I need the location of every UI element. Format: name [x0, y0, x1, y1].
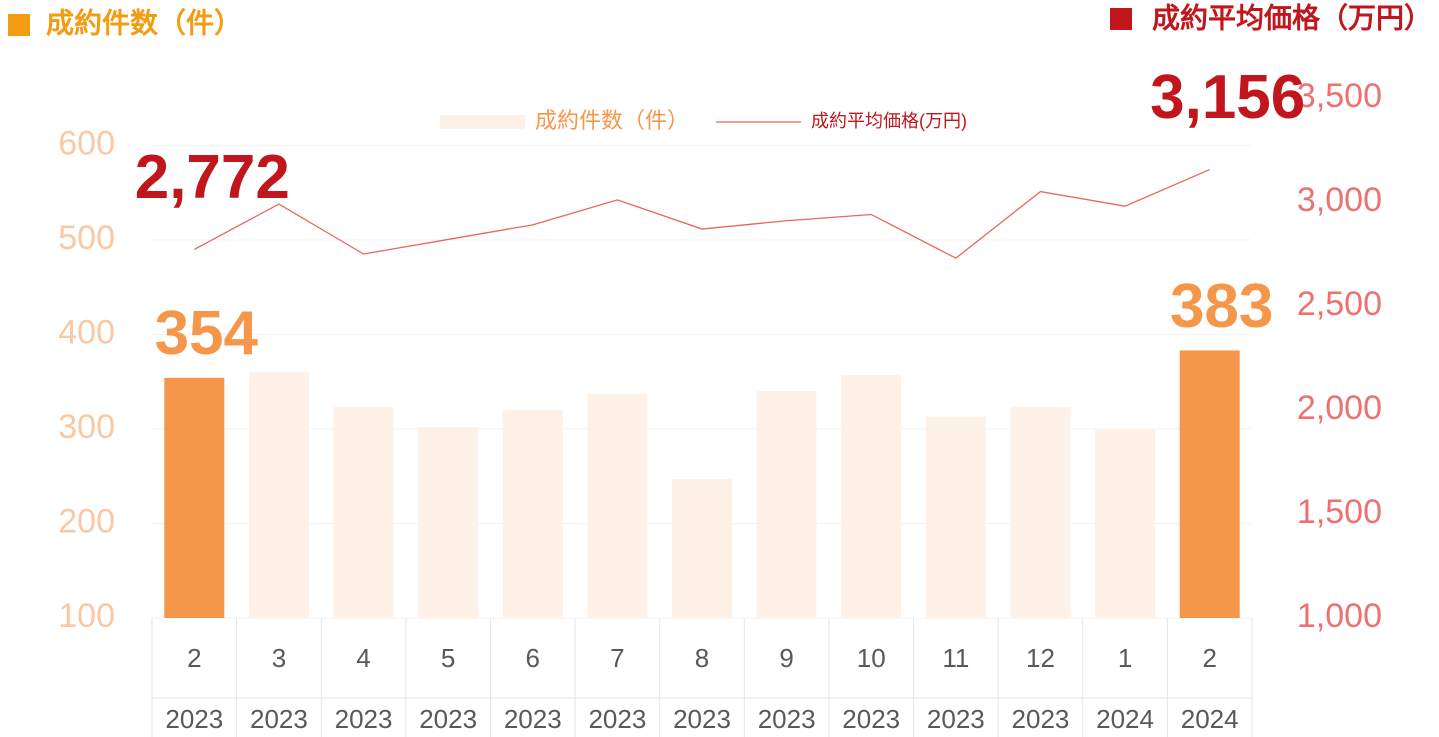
- legend-label: 成約件数（件）: [535, 108, 689, 133]
- y-title-marker: [8, 14, 30, 36]
- legend-swatch: [440, 115, 525, 129]
- bar: [672, 479, 732, 618]
- y2-title-marker: [1110, 8, 1132, 30]
- x-tick-label: 4: [356, 643, 370, 673]
- x-year-label: 2023: [1012, 704, 1070, 734]
- x-tick-label: 1: [1118, 643, 1132, 673]
- x-year-label: 2023: [842, 704, 900, 734]
- x-year-label: 2023: [504, 704, 562, 734]
- y2-tick-label: 3,500: [1297, 77, 1382, 115]
- bar: [418, 427, 479, 618]
- y-tick-label: 500: [58, 219, 115, 257]
- legend-label: 成約平均価格(万円): [811, 111, 967, 131]
- y2-tick-label: 1,500: [1297, 493, 1382, 531]
- x-tick-label: 8: [695, 643, 709, 673]
- x-tick-label: 5: [441, 643, 455, 673]
- bar: [756, 391, 817, 618]
- bar: [925, 416, 986, 618]
- bar-value-label: 354: [155, 299, 259, 368]
- line-value-label: 3,156: [1150, 63, 1305, 132]
- bar: [333, 407, 394, 618]
- line: [194, 168, 1210, 259]
- bar: [1010, 407, 1071, 618]
- line-value-label: 2,772: [135, 143, 290, 212]
- y-tick-label: 300: [58, 408, 115, 446]
- y-axis-title: 成約件数（件）: [46, 6, 242, 38]
- y2-tick-label: 1,000: [1297, 597, 1382, 635]
- x-year-label: 2024: [1096, 704, 1154, 734]
- y-tick-label: 200: [58, 502, 115, 540]
- x-year-label: 2023: [673, 704, 731, 734]
- x-year-label: 2023: [927, 704, 985, 734]
- x-year-label: 2023: [758, 704, 816, 734]
- x-tick-label: 11: [942, 643, 969, 673]
- bar-value-label: 383: [1170, 272, 1273, 341]
- x-year-label: 2024: [1181, 704, 1239, 734]
- bar: [1095, 429, 1156, 618]
- bar: [248, 372, 309, 618]
- y2-tick-label: 2,000: [1297, 389, 1382, 427]
- bar: [1179, 350, 1240, 618]
- x-tick-label: 10: [857, 643, 886, 673]
- y2-tick-label: 2,500: [1297, 285, 1382, 323]
- bar: [841, 375, 902, 618]
- x-tick-label: 2: [1202, 643, 1216, 673]
- bar: [164, 377, 225, 618]
- x-tick-label: 7: [610, 643, 624, 673]
- bar: [587, 393, 648, 618]
- x-tick-label: 2: [187, 643, 201, 673]
- y-tick-label: 600: [58, 124, 115, 162]
- x-year-label: 2023: [588, 704, 646, 734]
- y-tick-label: 400: [58, 313, 115, 351]
- x-tick-label: 12: [1026, 643, 1055, 673]
- y2-tick-label: 3,000: [1297, 181, 1382, 219]
- x-year-label: 2023: [419, 704, 477, 734]
- y-tick-label: 100: [58, 597, 115, 635]
- x-year-label: 2023: [165, 704, 223, 734]
- x-year-label: 2023: [335, 704, 393, 734]
- x-tick-label: 6: [526, 643, 540, 673]
- x-tick-label: 9: [779, 643, 793, 673]
- bar: [502, 410, 563, 618]
- x-tick-label: 3: [272, 643, 286, 673]
- x-year-label: 2023: [250, 704, 308, 734]
- y2-axis-title: 成約平均価格（万円）: [1152, 1, 1432, 33]
